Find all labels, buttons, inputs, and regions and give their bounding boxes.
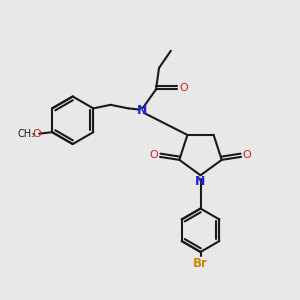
- Text: N: N: [195, 175, 206, 188]
- Text: CH₃: CH₃: [17, 129, 35, 139]
- Text: O: O: [179, 83, 188, 94]
- Text: O: O: [32, 129, 41, 139]
- Text: N: N: [136, 104, 147, 117]
- Text: O: O: [150, 150, 158, 160]
- Text: O: O: [243, 150, 251, 160]
- Text: Br: Br: [193, 257, 208, 270]
